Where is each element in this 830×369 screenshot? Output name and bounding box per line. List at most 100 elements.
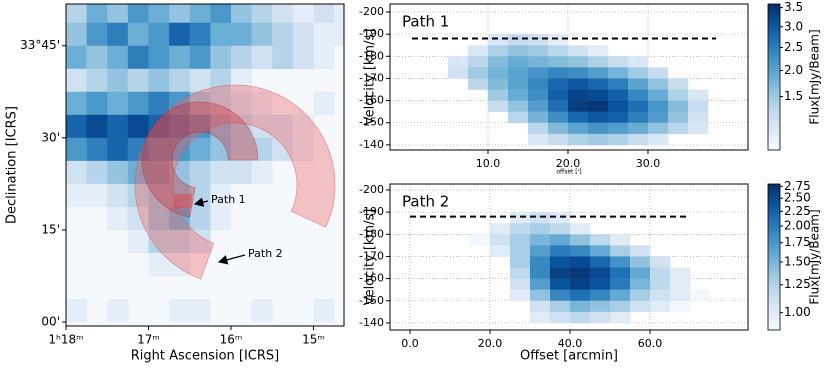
colorbar-swatch — [768, 4, 780, 7]
heatmap-cell — [610, 267, 631, 279]
heatmap-cell — [670, 267, 691, 279]
heatmap-cell — [127, 91, 149, 116]
heatmap-cell — [313, 4, 335, 24]
heatmap-cell — [189, 114, 211, 139]
colorbar-swatch — [768, 69, 780, 73]
colorbar-swatch — [768, 317, 780, 321]
colorbar-swatch — [768, 130, 780, 134]
heatmap-cell — [107, 45, 129, 70]
heatmap-cell — [251, 137, 273, 162]
heatmap-cell — [550, 300, 571, 313]
heatmap-cell — [610, 311, 631, 324]
heatmap-cell — [550, 223, 571, 235]
heatmap-cell — [648, 122, 669, 135]
colorbar-swatch — [768, 77, 780, 80]
heatmap-cell — [588, 100, 609, 112]
heatmap-cell — [468, 67, 489, 79]
colorbar-swatch — [768, 286, 780, 290]
colorbar-swatch — [768, 244, 780, 248]
x-tick-label: 15ᵐ — [302, 333, 325, 347]
heatmap-cell — [470, 234, 491, 246]
colorbar-tick-label: 2.00 — [784, 219, 811, 233]
colorbar-swatch — [768, 18, 780, 22]
heatmap-cell — [86, 183, 108, 208]
colorbar-tick-label: 1.50 — [784, 254, 811, 268]
heatmap-cell — [510, 256, 531, 268]
colorbar-swatch — [768, 25, 780, 29]
heatmap-cell — [334, 4, 344, 24]
colorbar-swatch — [768, 252, 780, 255]
heatmap-cell — [508, 111, 529, 124]
heatmap-cell — [648, 67, 669, 79]
heatmap-cell — [107, 4, 129, 24]
heatmap-cell — [508, 34, 529, 46]
colorbar-swatch — [768, 276, 780, 280]
colorbar-swatch — [768, 89, 780, 92]
heatmap-cell — [670, 278, 691, 290]
colorbar-swatch — [768, 125, 780, 129]
colorbar-swatch — [768, 98, 780, 102]
colorbar-swatch — [768, 108, 780, 112]
colorbar-tick-label: 2.75 — [784, 179, 811, 193]
heatmap-cell — [66, 114, 87, 139]
colorbar-swatch — [768, 327, 780, 331]
heatmap-cell — [148, 22, 170, 47]
x-axis-label: offset ['] — [556, 169, 581, 176]
colorbar-tick-label: 1.75 — [784, 235, 811, 249]
colorbar-swatch — [768, 203, 780, 207]
heatmap-cell — [107, 68, 129, 93]
heatmap-cell — [628, 122, 649, 135]
x-tick-label: 17ᵐ — [137, 333, 160, 347]
heatmap-cell — [86, 45, 108, 70]
heatmap-cell — [251, 160, 273, 185]
colorbar-swatch — [768, 35, 780, 39]
heatmap-cell — [230, 4, 252, 24]
heatmap-cell — [189, 229, 211, 254]
colorbar-tick-label: 1.5 — [784, 89, 803, 103]
colorbar-swatch — [768, 298, 780, 302]
colorbar-swatch — [768, 293, 780, 297]
panel-title: Path 1 — [402, 13, 449, 31]
colorbar-swatch — [768, 142, 780, 146]
heatmap-cell — [210, 45, 232, 70]
x-tick-label: 10.0 — [476, 157, 501, 170]
colorbar-swatch — [768, 196, 780, 199]
colorbar-swatch — [768, 40, 780, 44]
colorbar-swatch — [768, 62, 780, 66]
colorbar-swatch — [768, 230, 780, 234]
heatmap-cell — [313, 298, 335, 323]
colorbar-swatch — [768, 247, 780, 251]
heatmap-cell — [127, 206, 149, 231]
heatmap-cell — [628, 111, 649, 124]
colorbar-tick-label: 2.0 — [784, 63, 803, 77]
heatmap-cell — [530, 212, 551, 224]
heatmap-cell — [127, 68, 149, 93]
heatmap-cell — [107, 298, 129, 323]
colorbar-swatch — [768, 72, 780, 75]
heatmap-cell — [550, 212, 571, 224]
heatmap-cell — [169, 160, 191, 185]
heatmap-cell — [650, 300, 671, 313]
heatmap-cell — [568, 122, 589, 135]
heatmap-cell — [127, 22, 149, 47]
heatmap-cell — [550, 267, 571, 279]
heatmap-cell — [210, 114, 232, 139]
colorbar-swatch — [768, 101, 780, 105]
heatmap-cell — [86, 137, 108, 162]
y-tick-label: -150 — [359, 294, 384, 307]
colorbar-swatch — [768, 118, 780, 122]
colorbar-swatch — [768, 254, 780, 258]
x-tick-label: 20.0 — [478, 337, 503, 350]
colorbar-swatch — [768, 310, 780, 314]
heatmap-cell — [568, 56, 589, 68]
heatmap-cell — [169, 206, 191, 231]
heatmap-cell — [530, 300, 551, 313]
heatmap-cell — [570, 256, 591, 268]
heatmap-cell — [668, 89, 689, 101]
heatmap-cell — [530, 245, 551, 257]
colorbar-swatch — [768, 30, 780, 34]
heatmap-cell — [610, 256, 631, 268]
colorbar-swatch — [768, 264, 780, 268]
colorbar-swatch — [768, 59, 780, 63]
colorbar-swatch — [768, 86, 780, 90]
